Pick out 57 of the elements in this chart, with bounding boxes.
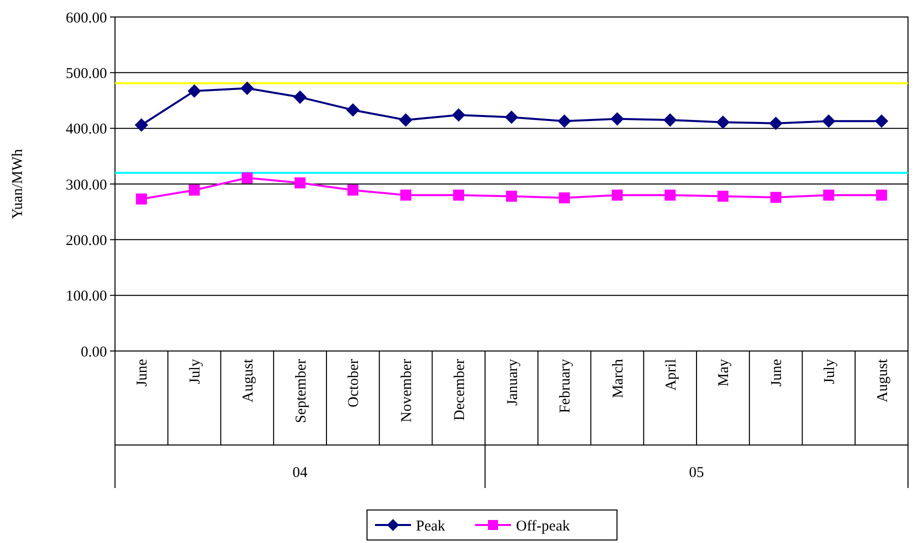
y-tick-label: 400.00 bbox=[66, 122, 107, 138]
point bbox=[346, 103, 360, 116]
y-tick-label: 100.00 bbox=[66, 288, 107, 305]
point bbox=[347, 184, 358, 196]
x-tick-label: August bbox=[240, 358, 256, 402]
y-tick-label: 600.00 bbox=[66, 10, 107, 26]
point bbox=[558, 192, 570, 204]
x-tick-label: May bbox=[716, 358, 732, 386]
point bbox=[242, 172, 253, 184]
x-tick-label: April bbox=[663, 359, 680, 391]
point bbox=[294, 90, 307, 104]
y-axis-title: Yuan/MWh bbox=[10, 148, 26, 219]
x-tick-label: December bbox=[452, 359, 468, 421]
text: 05 bbox=[689, 465, 704, 481]
x-tick-label: July bbox=[188, 358, 204, 384]
point bbox=[770, 192, 782, 203]
point bbox=[610, 112, 624, 126]
point bbox=[240, 82, 254, 95]
point bbox=[506, 190, 517, 202]
point bbox=[134, 118, 148, 132]
x-tick-label: July bbox=[822, 358, 838, 384]
x-tick-label: September bbox=[293, 359, 310, 424]
point bbox=[875, 114, 888, 128]
point bbox=[769, 116, 782, 130]
x-tick-label: October bbox=[346, 358, 362, 408]
x-tick-label: January bbox=[504, 358, 521, 406]
point bbox=[664, 113, 677, 126]
y-tick-label: 0.00 bbox=[80, 344, 107, 360]
point bbox=[558, 114, 571, 128]
y-tick-label: 200.00 bbox=[66, 232, 107, 249]
point bbox=[294, 177, 306, 188]
point bbox=[452, 108, 466, 122]
point bbox=[664, 190, 676, 201]
point bbox=[876, 190, 888, 201]
x-tick-label: February bbox=[558, 358, 574, 414]
point bbox=[400, 190, 412, 201]
point bbox=[505, 110, 518, 124]
point bbox=[136, 194, 147, 205]
y-tick-label: 300.00 bbox=[66, 177, 107, 194]
y-tick-label: 500.00 bbox=[66, 66, 107, 82]
point bbox=[823, 190, 834, 201]
x-tick-label: June bbox=[769, 358, 786, 386]
legend-label: Peak bbox=[416, 518, 446, 534]
point bbox=[822, 114, 836, 128]
x-tick-label: November bbox=[399, 358, 416, 422]
x-tick-label: August bbox=[874, 358, 891, 402]
point bbox=[717, 190, 728, 202]
point bbox=[188, 84, 201, 98]
point bbox=[612, 190, 623, 201]
point bbox=[399, 113, 412, 126]
point bbox=[188, 184, 200, 196]
point bbox=[716, 116, 730, 129]
text: 04 bbox=[292, 465, 308, 481]
point bbox=[453, 190, 464, 201]
x-tick-label: March bbox=[610, 358, 626, 398]
x-tick-label: June bbox=[134, 358, 151, 386]
legend-label: Off-peak bbox=[516, 518, 570, 534]
